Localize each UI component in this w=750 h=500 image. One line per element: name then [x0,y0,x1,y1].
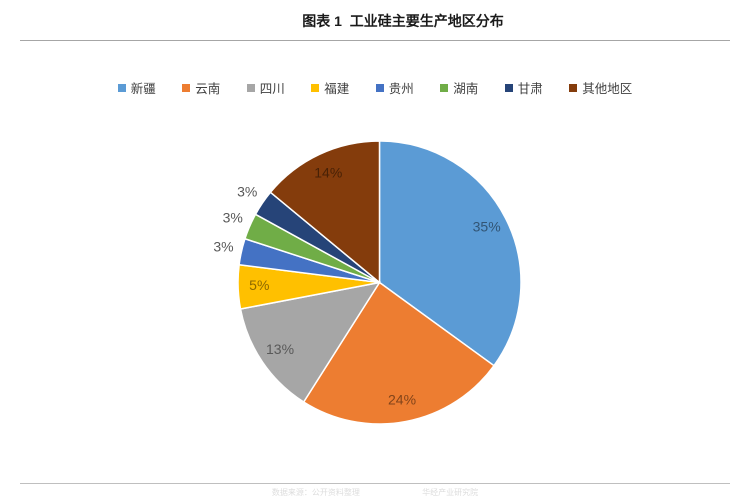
svg-text:24%: 24% [388,391,416,407]
svg-text:3%: 3% [213,238,233,254]
svg-text:3%: 3% [223,210,243,226]
svg-text:5%: 5% [249,277,269,293]
svg-text:3%: 3% [237,183,257,199]
svg-text:14%: 14% [314,164,342,180]
svg-text:35%: 35% [473,219,501,235]
svg-text:13%: 13% [266,341,294,357]
